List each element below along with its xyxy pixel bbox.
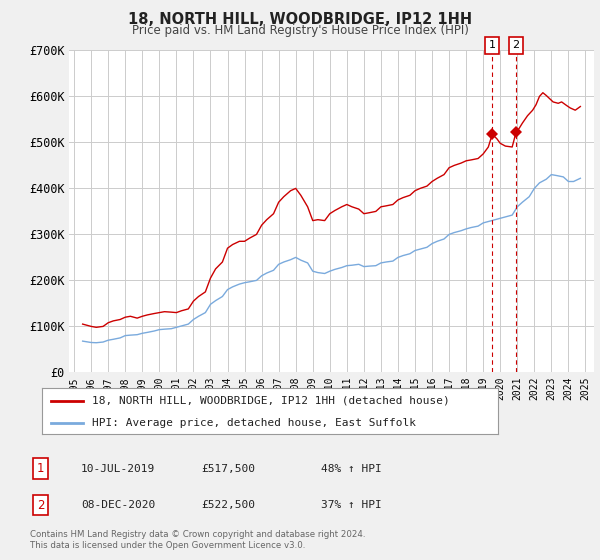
Text: £517,500: £517,500 [201,464,255,474]
Text: This data is licensed under the Open Government Licence v3.0.: This data is licensed under the Open Gov… [30,541,305,550]
Text: 18, NORTH HILL, WOODBRIDGE, IP12 1HH: 18, NORTH HILL, WOODBRIDGE, IP12 1HH [128,12,472,27]
Text: 1: 1 [37,462,44,475]
Text: HPI: Average price, detached house, East Suffolk: HPI: Average price, detached house, East… [92,418,416,427]
Text: 2: 2 [37,498,44,512]
Text: 08-DEC-2020: 08-DEC-2020 [81,500,155,510]
Text: 37% ↑ HPI: 37% ↑ HPI [321,500,382,510]
Text: Price paid vs. HM Land Registry's House Price Index (HPI): Price paid vs. HM Land Registry's House … [131,24,469,37]
Text: 48% ↑ HPI: 48% ↑ HPI [321,464,382,474]
Text: 18, NORTH HILL, WOODBRIDGE, IP12 1HH (detached house): 18, NORTH HILL, WOODBRIDGE, IP12 1HH (de… [92,396,450,406]
Text: 2: 2 [512,40,520,50]
Text: 10-JUL-2019: 10-JUL-2019 [81,464,155,474]
Text: 1: 1 [489,40,496,50]
Text: £522,500: £522,500 [201,500,255,510]
Text: Contains HM Land Registry data © Crown copyright and database right 2024.: Contains HM Land Registry data © Crown c… [30,530,365,539]
